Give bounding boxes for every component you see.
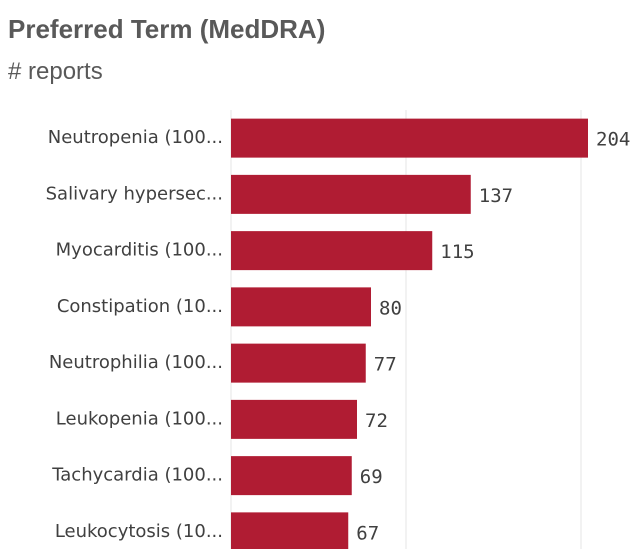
bar: [231, 343, 366, 383]
value-label: 69: [360, 466, 383, 488]
bar: [231, 287, 371, 327]
bar: [231, 118, 588, 158]
value-label: 77: [374, 354, 397, 376]
bar: [231, 512, 349, 549]
value-label: 115: [440, 241, 474, 263]
category-label: Leukopenia (100...: [56, 408, 223, 429]
category-label: Leukocytosis (10...: [55, 521, 223, 542]
value-label: 80: [379, 297, 402, 319]
chart-title: Preferred Term (MedDRA): [8, 14, 325, 44]
value-label: 67: [356, 522, 379, 544]
bar: [231, 174, 471, 214]
category-label: Tachycardia (100...: [51, 465, 223, 486]
category-label: Myocarditis (100...: [56, 240, 223, 261]
bar: [231, 456, 352, 496]
category-label: Constipation (10...: [57, 296, 223, 317]
value-label: 204: [596, 129, 630, 151]
category-label: Neutrophilia (100...: [49, 352, 223, 373]
category-label: Neutropenia (100...: [48, 127, 223, 148]
bar: [231, 399, 357, 439]
bar: [231, 231, 433, 271]
value-label: 137: [479, 185, 513, 207]
category-label: Salivary hypersec...: [46, 183, 223, 204]
value-label: 72: [365, 410, 388, 432]
chart-subtitle: # reports: [8, 58, 103, 85]
